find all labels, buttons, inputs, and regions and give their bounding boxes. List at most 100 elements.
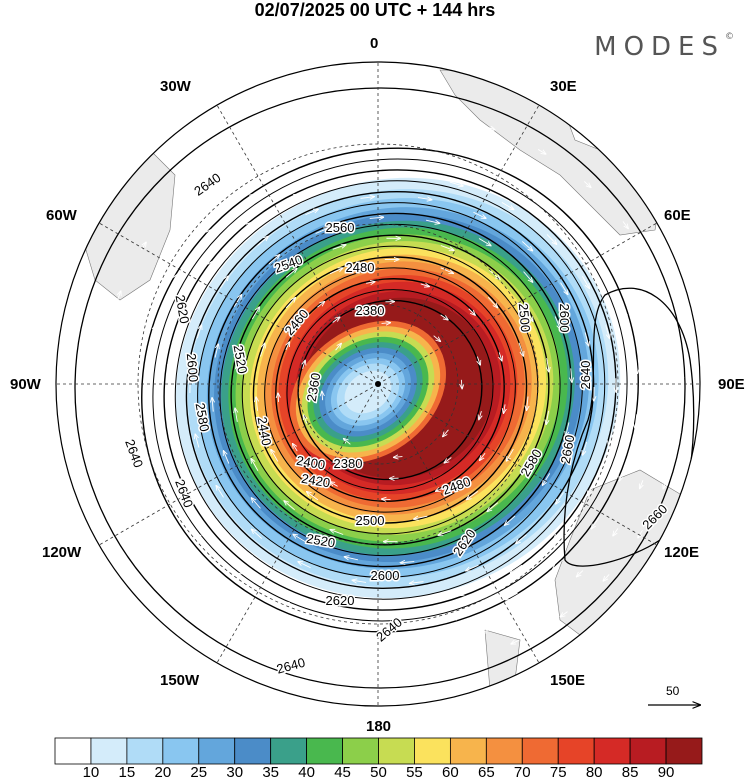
wind-vector [636,359,637,374]
wind-vector [444,457,452,463]
wind-vector [433,335,441,342]
wind-vector [127,343,128,352]
wind-vector [477,356,480,365]
contour-label: 2640 [578,361,593,390]
wind-vector [167,486,174,499]
wind-vector [371,647,380,648]
wind-vector [457,659,466,661]
wind-vector [525,460,533,473]
longitude-label: 150W [160,672,200,689]
colorbar-swatch [521,737,559,765]
wind-vector [501,201,514,209]
wind-vector [504,515,516,525]
wind-vector [542,473,551,485]
height-contours [74,87,686,689]
wind-vector [554,528,564,539]
colorbar-label: 80 [585,764,603,781]
contour-label: 2500 [356,513,385,528]
longitude-label: 0 [370,35,379,52]
wind-vector [425,219,440,223]
wind-vector [209,515,219,527]
wind-vector [516,534,527,544]
wind-vector [335,343,342,351]
colorbar-label: 85 [621,764,639,781]
wind-vector [546,410,549,425]
wind-vector [481,629,490,632]
polar-vortex-core [290,320,446,464]
wind-vector [332,317,340,323]
wind-vector [329,268,343,275]
wind-vector [223,451,230,464]
wind-vector [305,209,319,216]
map-disc [56,62,700,706]
colorbar-swatch [198,737,236,765]
wind-vector [560,282,568,295]
colorbar-swatch [306,737,343,765]
wind-vector [235,355,238,370]
wind-vector [410,582,424,584]
wind-vector [511,640,520,644]
wind-vector [553,559,564,569]
wind-vector [478,238,491,245]
colorbar-swatch [378,737,415,765]
wind-vector [443,429,449,437]
contour-label: 2600 [184,353,201,383]
wind-vector [183,467,189,481]
wind-vector [284,501,295,511]
wind-vector [436,488,444,492]
colorbar-swatch [234,737,272,765]
wind-vector [459,162,473,167]
wind-vectors [102,112,682,669]
height-contour [297,299,483,481]
wind-vector [271,449,279,462]
wind-vector [566,422,570,436]
wind-vector [487,297,497,307]
wind-vector [344,665,353,666]
colorbar-label: 45 [334,764,351,781]
height-contour [219,223,561,557]
wind-vector [298,562,311,569]
wind-vector [150,434,153,448]
wind-vector [558,215,569,226]
wind-vector [278,393,279,402]
wind-vector [546,234,557,244]
contour-label: 2560 [326,220,355,235]
wind-vector [295,584,308,590]
wind-vector [318,119,327,121]
wind-vector [346,156,360,158]
contour-label: 2440 [255,416,275,447]
wind-vector [468,308,475,315]
wind-vector [523,271,533,283]
height-contour [264,267,516,513]
wind-vector [598,226,605,234]
colorbar-label: 40 [298,764,315,781]
wind-vector [619,467,625,481]
height-contour [252,256,528,524]
wind-vector [653,267,657,276]
latitude-circle [217,223,539,545]
wind-vector [603,574,610,581]
longitude-label: 90W [10,376,41,393]
wind-vector [156,551,162,559]
colorbar-label: 60 [442,764,459,781]
contour-label: 2380 [334,456,363,471]
wind-vector [576,570,584,577]
wind-vector [256,397,257,411]
wind-vector [393,457,403,458]
wind-vector [369,217,384,218]
wind-vector [560,611,568,617]
wind-vector [622,221,628,228]
wind-vector [673,318,675,328]
wind-vector [251,307,259,320]
wind-vector [505,592,518,600]
wind-vector [650,321,652,330]
wind-vector [195,434,200,448]
wind-vector [348,135,357,136]
colorbar-label: 70 [513,764,531,781]
wind-vector [473,211,486,218]
colorbar-label: 15 [118,764,136,781]
height-contour [152,158,628,622]
wind-vector [427,644,436,645]
wind-vector [420,284,430,287]
contour-label: 2400 [295,453,326,473]
